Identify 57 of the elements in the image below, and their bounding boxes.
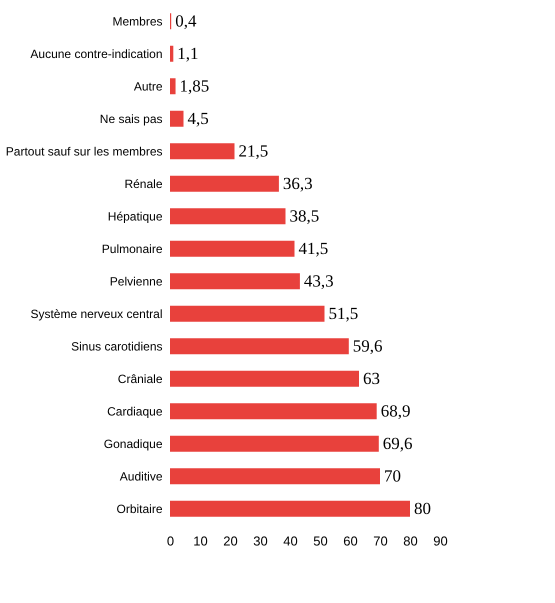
- x-tick-label: 20: [223, 534, 238, 548]
- y-tick-label: Cardiaque: [107, 404, 163, 418]
- y-tick-label: Autre: [134, 79, 163, 94]
- data-label: 36,3: [282, 174, 313, 193]
- data-label: 1,85: [180, 76, 210, 96]
- bar: [170, 306, 324, 322]
- x-tick-label: 90: [433, 534, 448, 548]
- x-tick-label: 50: [313, 534, 328, 548]
- bar: [170, 110, 184, 127]
- bar: [170, 143, 234, 160]
- y-tick-label: Crâniale: [118, 372, 163, 386]
- y-tick-label: Aucune contre-indication: [30, 46, 162, 61]
- y-tick-label: Système nerveux central: [30, 306, 162, 321]
- y-tick-label: Partout sauf sur les membres: [6, 144, 162, 158]
- y-tick-label: Auditive: [120, 469, 163, 484]
- data-label: 4,5: [188, 108, 209, 128]
- data-label: 1,1: [177, 44, 199, 63]
- data-label: 59,6: [352, 336, 383, 356]
- data-label: 43,3: [304, 271, 334, 290]
- y-tick-label: Hépatique: [108, 209, 163, 224]
- bar: [170, 46, 174, 62]
- data-label: 21,5: [238, 141, 268, 160]
- data-label: 51,5: [328, 304, 358, 323]
- y-tick-label: Orbitaire: [116, 502, 163, 516]
- x-tick-label: 40: [283, 534, 298, 548]
- y-tick-label: Gonadique: [104, 436, 163, 451]
- x-tick-label: 30: [253, 534, 268, 548]
- bar: [170, 338, 349, 354]
- bar: [170, 240, 294, 257]
- y-tick-label: Rénale: [124, 176, 163, 191]
- bar: [170, 208, 286, 224]
- bar: [170, 273, 300, 290]
- data-label: 69,6: [382, 434, 413, 453]
- x-tick-label: 80: [403, 534, 418, 548]
- x-tick-label: 60: [343, 534, 358, 548]
- y-tick-label: Sinus carotidiens: [71, 339, 162, 354]
- x-tick-label: 0: [166, 534, 174, 548]
- x-tick-label: 70: [373, 534, 388, 548]
- bar: [170, 78, 176, 94]
- bar: [170, 500, 410, 517]
- bar: [170, 370, 359, 387]
- bar: [170, 403, 377, 420]
- data-label: 38,5: [290, 206, 320, 226]
- data-label: 68,9: [380, 401, 410, 420]
- y-tick-label: Pelvienne: [110, 274, 163, 288]
- bar: [170, 468, 380, 484]
- data-label: 70: [384, 466, 401, 486]
- data-label: 41,5: [298, 238, 328, 258]
- bar: [170, 176, 279, 192]
- data-label: 63: [363, 368, 380, 388]
- y-tick-label: Membres: [112, 14, 162, 28]
- y-tick-label: Pulmonaire: [102, 242, 163, 256]
- data-label: 80: [414, 498, 431, 518]
- data-label: 0,4: [175, 11, 197, 30]
- y-tick-label: Ne sais pas: [100, 112, 162, 126]
- x-tick-label: 10: [193, 534, 208, 548]
- bar: [170, 436, 379, 452]
